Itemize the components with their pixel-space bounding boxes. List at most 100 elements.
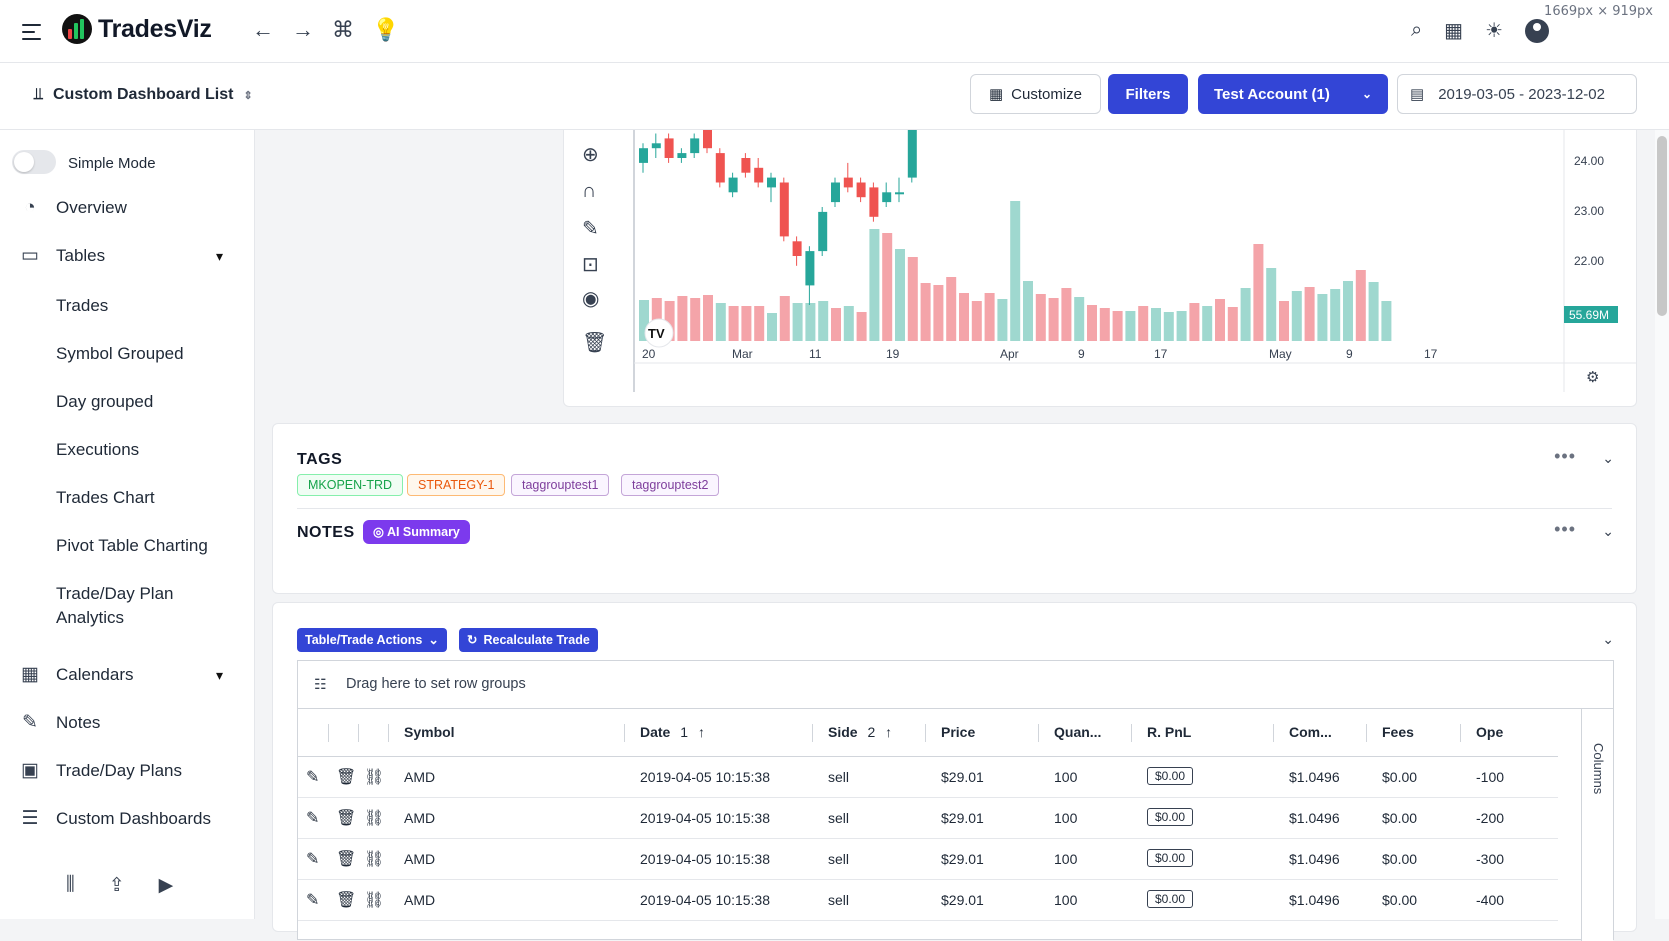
col-header-label: Date — [640, 724, 671, 740]
trash-icon[interactable]: 🗑 — [336, 892, 357, 909]
sidebar-item-symbol-grouped[interactable]: Symbol Grouped — [56, 344, 184, 363]
volume-bar — [1202, 306, 1213, 341]
col-header-side[interactable]: Side 2 ↑ — [828, 724, 892, 740]
date-range-picker[interactable]: ▤ 2019-03-05 - 2023-12-02 — [1397, 74, 1637, 114]
notes-more-icon[interactable]: ••• — [1554, 519, 1576, 539]
customize-button[interactable]: ▦ Customize — [970, 74, 1101, 114]
trash-icon[interactable]: 🗑 — [336, 851, 357, 868]
nav-icons: ← → ⌘ 💡 — [252, 17, 400, 42]
col-header-symbol[interactable]: Symbol — [404, 724, 455, 740]
sidebar-item-plans[interactable]: ▣ Trade/Day Plans — [20, 761, 182, 781]
apps-grid-icon[interactable]: ▦ — [1444, 20, 1464, 42]
col-header-quantity[interactable]: Quan... — [1054, 724, 1102, 740]
sidebar-item-trades-chart[interactable]: Trades Chart — [56, 488, 155, 507]
table-row[interactable]: ✎ 🗑 ⛓ AMD 2019-04-05 10:15:38 sell $29.0… — [298, 757, 1558, 798]
edit-icon[interactable]: ✎ — [306, 892, 320, 909]
sidebar-item-tables[interactable]: ▭ Tables ▾ — [20, 246, 223, 266]
col-header-date[interactable]: Date 1 ↑ — [640, 724, 705, 740]
recalculate-trade-button[interactable]: ↻ Recalculate Trade — [459, 628, 598, 652]
unlink-icon[interactable]: ⛓ — [364, 851, 385, 868]
volume-bar — [779, 296, 790, 341]
sidebar-item-pivot-table[interactable]: Pivot Table Charting — [56, 536, 208, 555]
magnet-icon[interactable]: ∩ — [582, 180, 597, 202]
arrow-right-icon[interactable]: → — [292, 17, 314, 42]
user-avatar-icon[interactable] — [1525, 18, 1549, 43]
chevron-down-icon: ▾ — [216, 247, 224, 264]
unlock-icon[interactable]: ⊡ — [582, 254, 599, 276]
table-row[interactable]: ✎ 🗑 ⛓ AMD 2019-04-05 10:15:38 sell $29.0… — [298, 839, 1558, 880]
sidebar-item-custom-dashboards[interactable]: ☰ Custom Dashboards — [20, 809, 211, 829]
edit-icon[interactable]: ✎ — [306, 851, 320, 868]
chart-settings-icon[interactable]: ⚙ — [1586, 369, 1599, 386]
sidebar-item-calendars[interactable]: ▦ Calendars ▾ — [20, 665, 223, 685]
command-icon[interactable]: ⌘ — [332, 17, 354, 42]
page-scrollbar[interactable] — [1655, 130, 1669, 919]
zoom-in-icon[interactable]: ⊕ — [582, 144, 599, 166]
volume-bar — [754, 306, 765, 341]
unlink-icon[interactable]: ⛓ — [364, 810, 385, 827]
table-row[interactable]: ✎ 🗑 ⛓ AMD 2019-04-05 10:15:38 sell $29.0… — [298, 798, 1558, 839]
col-header-commission[interactable]: Com... — [1289, 724, 1332, 740]
trash-icon[interactable]: 🗑 — [336, 810, 357, 827]
sliders-icon[interactable]: ⫼ — [66, 874, 75, 895]
candle-body — [856, 182, 866, 198]
sidebar-item-day-grouped[interactable]: Day grouped — [56, 392, 154, 411]
trash-icon[interactable]: 🗑 — [336, 769, 357, 786]
simple-mode-toggle[interactable] — [12, 150, 56, 174]
sidebar-item-notes[interactable]: ✎ Notes — [20, 713, 100, 733]
volume-bar — [1343, 281, 1353, 341]
candlestick-chart[interactable]: 24.00 23.00 22.00 55.69M 20 Mar 11 19 Apr 9 17… — [564, 130, 1636, 406]
dashboard-selector[interactable]: ⫫ Custom Dashboard List ⇕ — [34, 86, 253, 104]
theme-sun-icon[interactable]: ☀ — [1485, 20, 1503, 42]
search-icon[interactable]: ⌕ — [1410, 19, 1423, 41]
scrollbar-thumb[interactable] — [1657, 136, 1667, 316]
filters-button[interactable]: Filters — [1108, 74, 1188, 114]
table-actions-button[interactable]: Table/Trade Actions ⌄ — [297, 628, 447, 652]
cell-price: $29.01 — [941, 892, 984, 908]
cell-open: -400 — [1476, 892, 1505, 908]
tags-more-icon[interactable]: ••• — [1554, 446, 1576, 466]
x-tick: 9 — [1346, 347, 1353, 361]
trash-icon[interactable]: 🗑 — [582, 332, 608, 354]
youtube-icon[interactable]: ▶ — [158, 875, 174, 896]
col-header-open[interactable]: Ope — [1476, 724, 1504, 740]
column-separator — [1460, 724, 1461, 742]
tag-chip[interactable]: STRATEGY-1 — [407, 474, 506, 496]
menu-icon[interactable] — [22, 24, 41, 45]
arrow-left-icon[interactable]: ← — [252, 17, 274, 42]
x-tick: 19 — [886, 347, 900, 361]
sidebar-item-overview[interactable]: ◔ Overview — [20, 198, 127, 218]
chevron-down-icon[interactable]: ⌄ — [1602, 631, 1614, 647]
volume-bar — [703, 295, 713, 341]
ai-summary-button[interactable]: ◎ AI Summary — [363, 520, 470, 544]
row-group-dropzone[interactable]: ☷ Drag here to set row groups — [298, 661, 1613, 709]
chevron-down-icon[interactable]: ⌄ — [1602, 450, 1614, 466]
tag-chip[interactable]: MKOPEN-TRD — [297, 474, 404, 496]
upload-icon[interactable]: ⇪ — [108, 875, 125, 896]
columns-panel-tab[interactable]: Columns — [1581, 709, 1613, 941]
draw-lock-icon[interactable]: ✎ — [582, 218, 599, 240]
sidebar-item-executions[interactable]: Executions — [56, 440, 140, 459]
volume-bar — [1381, 301, 1392, 341]
lightbulb-icon[interactable]: 💡 — [372, 17, 400, 42]
sidebar-item-plan-analytics[interactable]: Trade/Day Plan Analytics — [56, 582, 173, 630]
table-row[interactable]: ✎ 🗑 ⛓ AMD 2019-04-05 10:15:38 sell $29.0… — [298, 880, 1558, 921]
col-header-fees[interactable]: Fees — [1382, 724, 1414, 740]
sidebar-item-trades[interactable]: Trades — [56, 296, 109, 315]
tag-chip[interactable]: taggrouptest2 — [621, 474, 720, 496]
eye-icon[interactable]: ◉ — [582, 288, 600, 310]
candle-body — [728, 177, 738, 193]
account-select[interactable]: Test Account (1) ⌄ — [1198, 74, 1388, 114]
unlink-icon[interactable]: ⛓ — [364, 892, 385, 909]
x-tick: May — [1269, 347, 1292, 361]
app-logo[interactable]: TradesViz — [62, 14, 212, 44]
col-header-rpnl[interactable]: R. PnL — [1147, 724, 1192, 740]
tag-chip[interactable]: taggrouptest1 — [511, 474, 610, 496]
unlink-icon[interactable]: ⛓ — [364, 769, 385, 786]
col-header-price[interactable]: Price — [941, 724, 976, 740]
column-separator — [1131, 724, 1132, 742]
notes-icon: ✎ — [22, 712, 38, 733]
edit-icon[interactable]: ✎ — [306, 769, 320, 786]
chevron-down-icon[interactable]: ⌄ — [1602, 523, 1614, 539]
edit-icon[interactable]: ✎ — [306, 810, 320, 827]
